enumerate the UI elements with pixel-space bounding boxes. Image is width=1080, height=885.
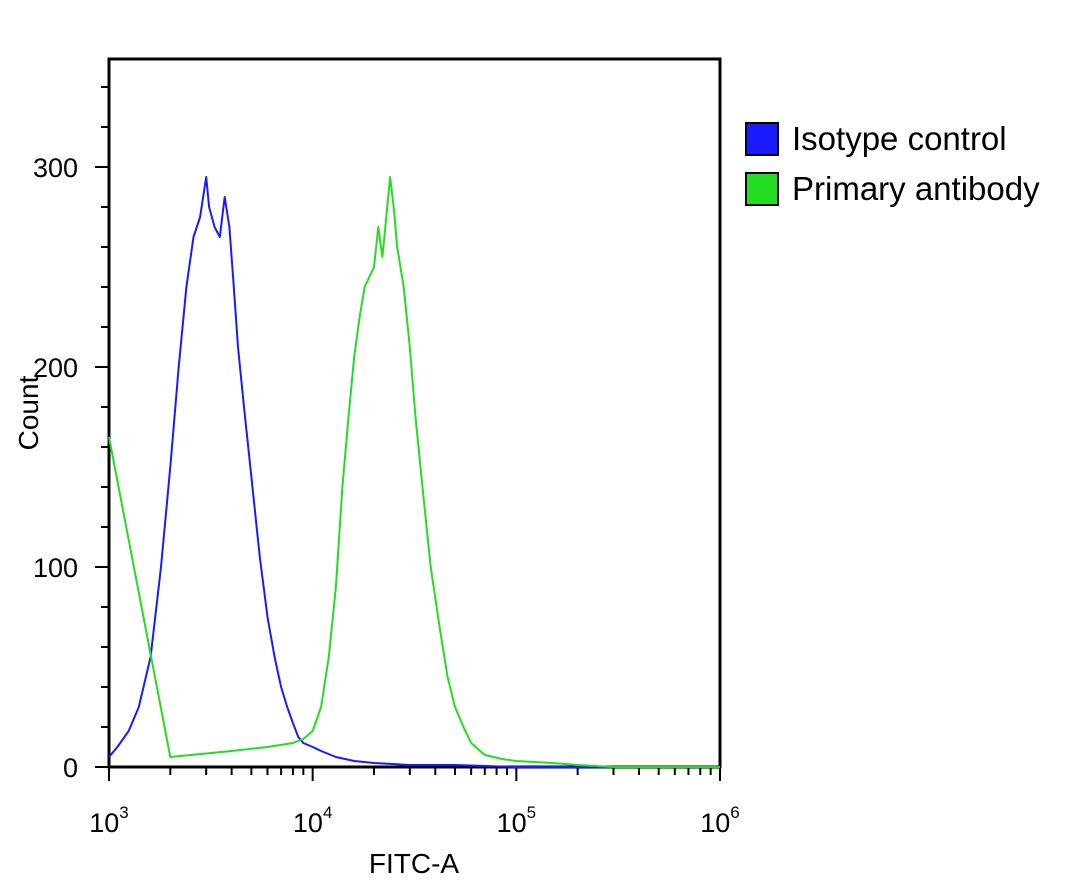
series-layer [108,176,720,768]
legend-item-isotype-control: Isotype control [745,120,1007,157]
x-axis-title: FITC-A [369,848,460,879]
y-tick-label: 300 [33,153,78,183]
series-line-primary-antibody [108,176,720,768]
x-tick-label: 105 [497,803,537,838]
x-axis-ticks: 103 104 105 106 [89,767,740,838]
x-tick-label: 106 [700,803,740,838]
y-tick-label: 0 [63,753,78,783]
legend-item-primary-antibody: Primary antibody [745,170,1040,207]
y-tick-label: 100 [33,553,78,583]
y-tick-label: 200 [33,353,78,383]
legend-label-primary-antibody: Primary antibody [792,170,1040,207]
legend-swatch-isotype-control [745,122,779,156]
legend-swatch-primary-antibody [745,172,779,206]
y-axis-title: Count [13,375,44,450]
legend-label-isotype-control: Isotype control [792,120,1007,157]
series-line-isotype-control [108,176,720,768]
x-tick-label: 103 [89,803,129,838]
legend: Isotype control Primary antibody [745,120,1040,207]
y-axis-ticks: 0 100 200 300 [33,86,109,783]
x-tick-label: 104 [293,803,333,838]
